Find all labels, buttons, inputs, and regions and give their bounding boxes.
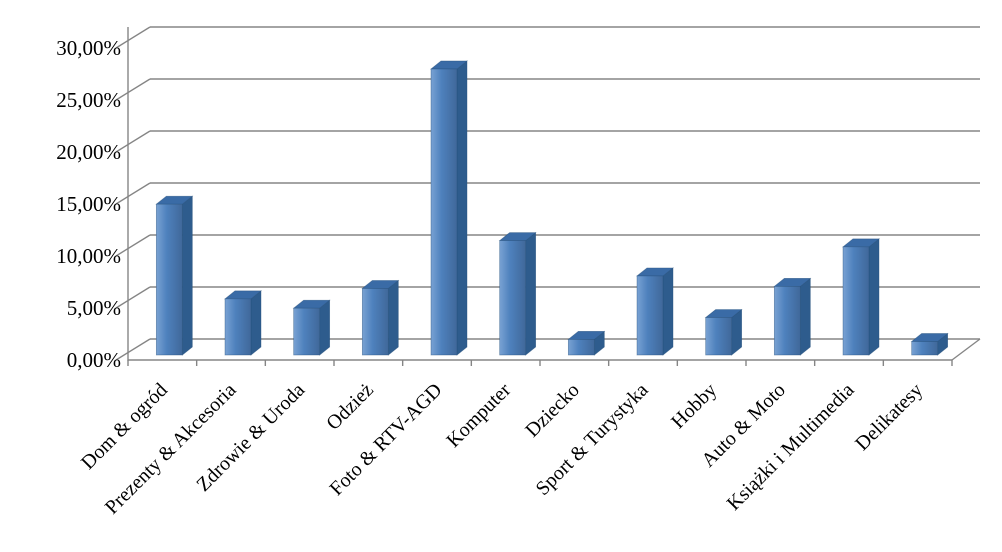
bar-dom-ogród	[155, 195, 194, 356]
bar-auto-moto	[773, 277, 812, 356]
gridline-slant-15	[115, 182, 151, 205]
y-axis-label: 5,00%	[67, 296, 121, 320]
bar-książki-i-multimedia	[842, 238, 880, 356]
gridline-slant-5	[115, 286, 151, 309]
gridline-slant-20	[115, 130, 151, 153]
gridline-slant-25	[115, 78, 151, 101]
floor-right-edge	[951, 338, 981, 361]
bar-sport-turystyka	[636, 267, 674, 356]
bar-zdrowie-uroda	[292, 299, 331, 356]
bar-delikatesy	[910, 332, 949, 356]
x-axis-label: Książki i Multimedia	[723, 379, 859, 515]
y-axis-label: 30,00%	[56, 36, 121, 60]
x-axis-label: Hobby	[667, 379, 721, 433]
x-axis-label: Odzież	[322, 379, 378, 435]
x-axis-label: Delikatesy	[851, 379, 927, 455]
y-axis-label: 15,00%	[56, 192, 121, 216]
gridline-slant-10	[115, 234, 151, 257]
y-axis-label: 0,00%	[67, 348, 121, 372]
x-axis-label: Prezenty & Akcesoria	[101, 379, 241, 519]
x-axis-label: Komputer	[442, 379, 515, 452]
bar-dziecko	[567, 330, 606, 356]
bar-prezenty-akcesoria	[224, 290, 262, 356]
y-axis-label: 25,00%	[56, 88, 121, 112]
gridline-slant-0	[115, 338, 151, 361]
y-axis-label: 10,00%	[56, 244, 121, 268]
gridline-slant-30	[115, 26, 151, 49]
bar-komputer	[498, 231, 537, 356]
bar-odzież	[361, 279, 400, 356]
x-axis-label: Dziecko	[521, 379, 584, 442]
bar-foto-rtv-agd	[430, 60, 468, 356]
y-axis-label: 20,00%	[56, 140, 121, 164]
bar-hobby	[704, 308, 743, 356]
